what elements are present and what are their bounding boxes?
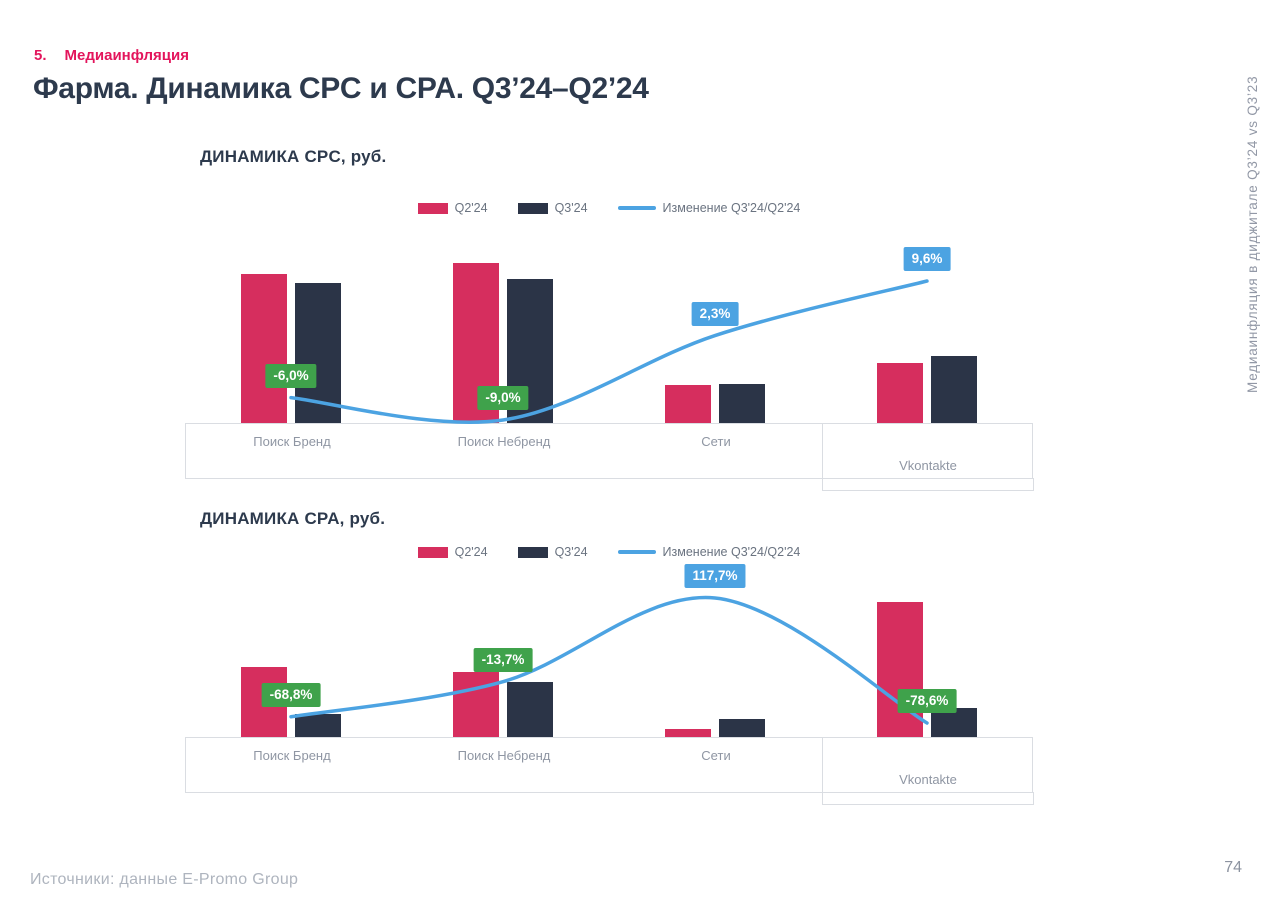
section-title: Медиаинфляция: [64, 47, 189, 64]
change-line-swatch: [617, 550, 656, 554]
legend-item-change: Изменение Q3'24/Q2'24: [617, 545, 801, 559]
change-label-2: 117,7%: [684, 564, 746, 588]
category-axis: Поиск Бренд Поиск Небренд Сети Vkontakte: [185, 737, 1034, 805]
legend-item-q2: Q2'24: [417, 545, 488, 559]
category-label: Vkontakte: [899, 772, 957, 787]
legend-item-q3: Q3'24: [517, 201, 588, 215]
section-label: 5. Медиаинфляция: [34, 47, 189, 64]
cpa-chart-title: ДИНАМИКА CPA, руб.: [200, 509, 386, 528]
legend-label: Изменение Q3'24/Q2'24: [662, 545, 801, 559]
q2-bar-1: [453, 672, 499, 737]
change-line-swatch: [617, 206, 656, 210]
category-label: Сети: [701, 434, 731, 449]
q3-bar-1: [507, 682, 553, 737]
legend-item-q2: Q2'24: [417, 201, 488, 215]
change-label-2: 2,3%: [691, 301, 739, 326]
legend-label: Q3'24: [554, 545, 588, 559]
q3-bar-3: [931, 356, 977, 423]
side-note: Медиаинфляция в диджитале Q3’24 vs Q3’23: [1245, 75, 1260, 393]
chart-legend: Q2'24 Q3'24 Изменение Q3'24/Q2'24: [185, 201, 1033, 215]
category-label: Поиск Небренд: [457, 748, 551, 763]
q2-swatch: [417, 546, 448, 558]
q3-bar-0: [295, 714, 341, 737]
q2-bar-2: [665, 729, 711, 737]
change-label-1: -13,7%: [473, 647, 533, 672]
legend-label: Q3'24: [554, 201, 588, 215]
category-label: Поиск Бренд: [253, 748, 331, 763]
change-label-0: -6,0%: [265, 363, 317, 388]
q2-bar-0: [241, 274, 287, 423]
change-label-3: -78,6%: [897, 689, 957, 713]
q3-bar-0: [295, 283, 341, 423]
legend-item-q3: Q3'24: [517, 545, 588, 559]
q2-bar-3: [877, 602, 923, 737]
category-axis: Поиск Бренд Поиск Небренд Сети Vkontakte: [185, 423, 1034, 491]
change-label-1: -9,0%: [477, 386, 529, 410]
cpc-chart: Q2'24 Q3'24 Изменение Q3'24/Q2'24 Поиск Бре…: [185, 196, 1034, 496]
vkontakte-axis-box: [822, 792, 1034, 805]
q2-swatch: [417, 202, 448, 214]
category-label: Поиск Небренд: [457, 434, 551, 449]
category-label: Vkontakte: [899, 458, 957, 473]
legend-label: Q2'24: [454, 201, 488, 215]
legend-label: Изменение Q3'24/Q2'24: [662, 201, 801, 215]
axis-divider: [822, 424, 823, 478]
footer-source: Источники: данные E-Promo Group: [30, 871, 299, 888]
section-number: 5.: [34, 47, 47, 64]
chart-legend: Q2'24 Q3'24 Изменение Q3'24/Q2'24: [185, 545, 1033, 559]
q2-bar-3: [877, 363, 923, 423]
q3-swatch: [517, 546, 548, 558]
vkontakte-axis-box: [822, 478, 1034, 491]
page-title: Фарма. Динамика CPC и CPA. Q3’24–Q2’24: [33, 72, 649, 105]
axis-divider: [822, 738, 823, 792]
change-label-0: -68,8%: [261, 682, 321, 707]
q3-bar-2: [719, 719, 765, 737]
legend-label: Q2'24: [454, 545, 488, 559]
q3-bar-2: [719, 384, 765, 423]
page-number: 74: [1224, 859, 1242, 876]
cpa-chart: Q2'24 Q3'24 Изменение Q3'24/Q2'24 Поиск Бре…: [185, 540, 1034, 810]
change-label-3: 9,6%: [903, 247, 951, 271]
legend-item-change: Изменение Q3'24/Q2'24: [617, 201, 801, 215]
q3-swatch: [517, 202, 548, 214]
category-label: Поиск Бренд: [253, 434, 331, 449]
q2-bar-2: [665, 385, 711, 423]
cpc-chart-title: ДИНАМИКА CPC, руб.: [200, 147, 387, 166]
category-label: Сети: [701, 748, 731, 763]
